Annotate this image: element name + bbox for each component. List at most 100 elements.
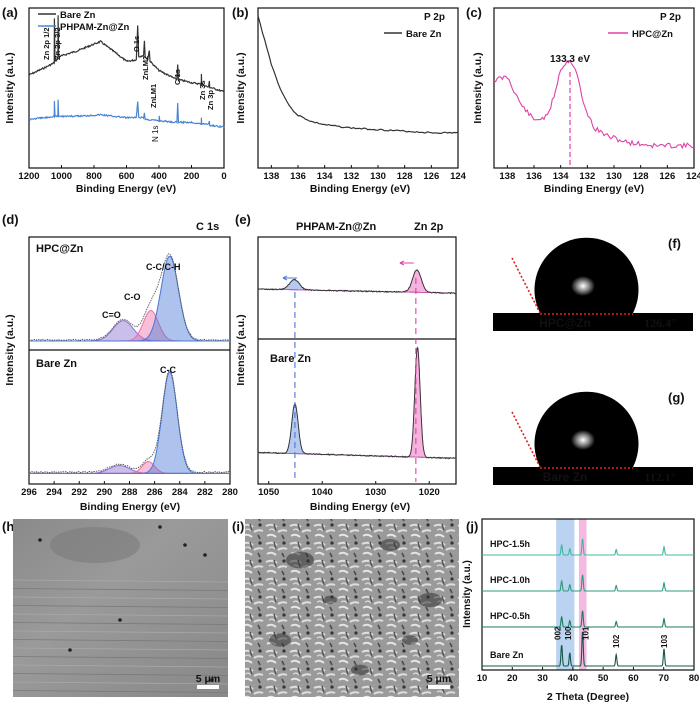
- panel-b-legend-label: Bare Zn: [406, 29, 442, 40]
- panel-d-x-tick-label: 292: [71, 487, 87, 498]
- panel-j-highlight-band-1: [578, 519, 587, 670]
- panel-b-x-tick-label: 132: [343, 171, 359, 182]
- panel-c-x-tick-label: 126: [659, 171, 675, 182]
- panel-a-x-tick-label: 1200: [18, 171, 39, 182]
- panel-d-envelope-1: [28, 370, 231, 474]
- panel-a-legend-label: Bare Zn: [60, 10, 96, 21]
- panel-j-hkl-label: 101: [582, 626, 591, 640]
- panel-h-polish-line: [12, 690, 229, 693]
- panel-j-highlight-band-0: [556, 519, 575, 670]
- panel-c-series-0: [493, 59, 695, 150]
- panel-d-peak-label: C-O: [124, 292, 141, 302]
- panel-h-particle: [210, 678, 214, 682]
- panel-h-polish-line: [12, 613, 229, 617]
- panel-j-x-tick-label: 60: [628, 673, 639, 684]
- panel-e-xlabel: Binding Energy (eV): [310, 501, 410, 513]
- panel-h-polish-line: [12, 622, 229, 625]
- panel-e-x-tick-label: 1030: [365, 487, 386, 498]
- panel-f-label: (f): [668, 236, 681, 251]
- panel-j-ylabel: Intensity (a.u.): [462, 560, 473, 628]
- panel-j-series-2: [482, 610, 694, 628]
- panel-j-x-tick-label: 10: [477, 673, 488, 684]
- panel-d-x-tick-label: 294: [46, 487, 63, 498]
- panel-e-envelope-1: [257, 347, 456, 460]
- panel-d-x-tick-label: 286: [147, 487, 163, 498]
- panel-j-x-tick-label: 80: [689, 673, 700, 684]
- panel-b-x-tick-label: 130: [370, 171, 386, 182]
- panel-c-x-tick-label: 130: [606, 171, 622, 182]
- panel-c-x-tick-label: 132: [579, 171, 595, 182]
- panel-h-scale-label: 5 μm: [196, 673, 221, 685]
- panel-j-x-tick-label: 50: [598, 673, 609, 684]
- panel-c-x-tick-label: 134: [553, 171, 570, 182]
- panel-h-particle: [158, 525, 162, 529]
- panel-h-polish-line: [12, 579, 229, 583]
- panel-j-hkl-label: 100: [564, 626, 573, 640]
- panel-i-scale-label: 5 μm: [427, 673, 452, 685]
- panel-b-x-tick-label: 136: [290, 171, 306, 182]
- panel-b-title: P 2p: [424, 12, 445, 23]
- panel-a-series-0: [28, 15, 225, 93]
- panel-d-label: (d): [2, 212, 19, 227]
- panel-d-sublabel: HPC@Zn: [36, 243, 84, 255]
- panel-a-xlabel: Binding Energy (eV): [76, 183, 176, 195]
- panel-j-xlabel: 2 Theta (Degree): [547, 691, 629, 703]
- panel-j-series-label: HPC-0.5h: [490, 611, 530, 621]
- panel-i-pore: [351, 664, 369, 676]
- panel-i-pore: [323, 595, 337, 605]
- panel-j-hkl-label: 102: [612, 634, 621, 648]
- panel-d-envelope-0: [28, 253, 231, 341]
- panel-j-series-label: HPC-1.0h: [490, 575, 530, 585]
- panel-j-x-tick-label: 70: [658, 673, 669, 684]
- panel-a-annotation: O 1s: [132, 36, 141, 52]
- panel-j-x-tick-label: 40: [568, 673, 579, 684]
- panel-a-label: (a): [2, 5, 18, 20]
- panel-h-polish-line: [12, 681, 229, 685]
- panel-i-pore: [380, 539, 400, 551]
- panel-b-label: (b): [232, 5, 249, 20]
- panel-h-polish-line: [12, 673, 229, 676]
- panel-j-x-tick-label: 30: [537, 673, 548, 684]
- panel-g-sample-label: Bare Zn: [543, 470, 588, 484]
- panel-a-annotation-n1s: N 1s: [151, 126, 160, 142]
- panel-c-frame: [493, 7, 695, 169]
- panel-h-particle: [118, 618, 122, 622]
- panel-h-dark-patch: [50, 527, 140, 563]
- panel-c-title: P 2p: [660, 12, 681, 23]
- panel-c-x-tick-label: 128: [633, 171, 649, 182]
- panel-d-peak-label: C=O: [102, 310, 121, 320]
- panel-e-x-tick-label: 1020: [419, 487, 440, 498]
- panel-b-frame: [257, 7, 459, 169]
- panel-f-sample-label: HPC@Zn: [539, 316, 591, 330]
- panel-c-xlabel: Binding Energy (eV): [544, 183, 644, 195]
- panel-j-series-label: Bare Zn: [490, 650, 524, 660]
- panel-d-peak-label: C-C: [160, 365, 176, 375]
- panel-e-title: Zn 2p: [414, 221, 444, 233]
- panel-a-annotation: ZnLM2: [141, 56, 150, 80]
- panel-a-annotation: ZnLM1: [149, 84, 158, 108]
- panel-b-x-tick-label: 134: [317, 171, 334, 182]
- panel-c-legend-label: HPC@Zn: [632, 29, 673, 40]
- panel-e-sublabel: PHPAM-Zn@Zn: [296, 221, 376, 233]
- panel-b-x-tick-label: 138: [263, 171, 279, 182]
- panel-b-x-tick-label: 126: [423, 171, 439, 182]
- panel-i-pore: [418, 592, 442, 608]
- panel-h-polish-line: [12, 656, 229, 659]
- panel-d-ylabel: Intensity (a.u.): [4, 314, 16, 385]
- panel-h-polish-line: [12, 639, 229, 642]
- panel-j-label: (j): [466, 519, 478, 534]
- panel-e-x-tick-label: 1040: [312, 487, 333, 498]
- panel-c-x-tick-label: 138: [499, 171, 515, 182]
- panel-a-ylabel: Intensity (a.u.): [4, 52, 16, 123]
- panel-c-label: (c): [466, 5, 482, 20]
- panel-d-title: C 1s: [196, 221, 219, 233]
- panel-d-x-tick-label: 280: [222, 487, 238, 498]
- panel-d-sublabel: Bare Zn: [36, 358, 77, 370]
- panel-h-polish-line: [12, 588, 229, 591]
- panel-a-series-1: [28, 99, 225, 128]
- panel-d-peak-label: C-C/C-H: [146, 262, 181, 272]
- panel-c-x-tick-label: 136: [526, 171, 542, 182]
- panel-h-particle: [183, 543, 187, 547]
